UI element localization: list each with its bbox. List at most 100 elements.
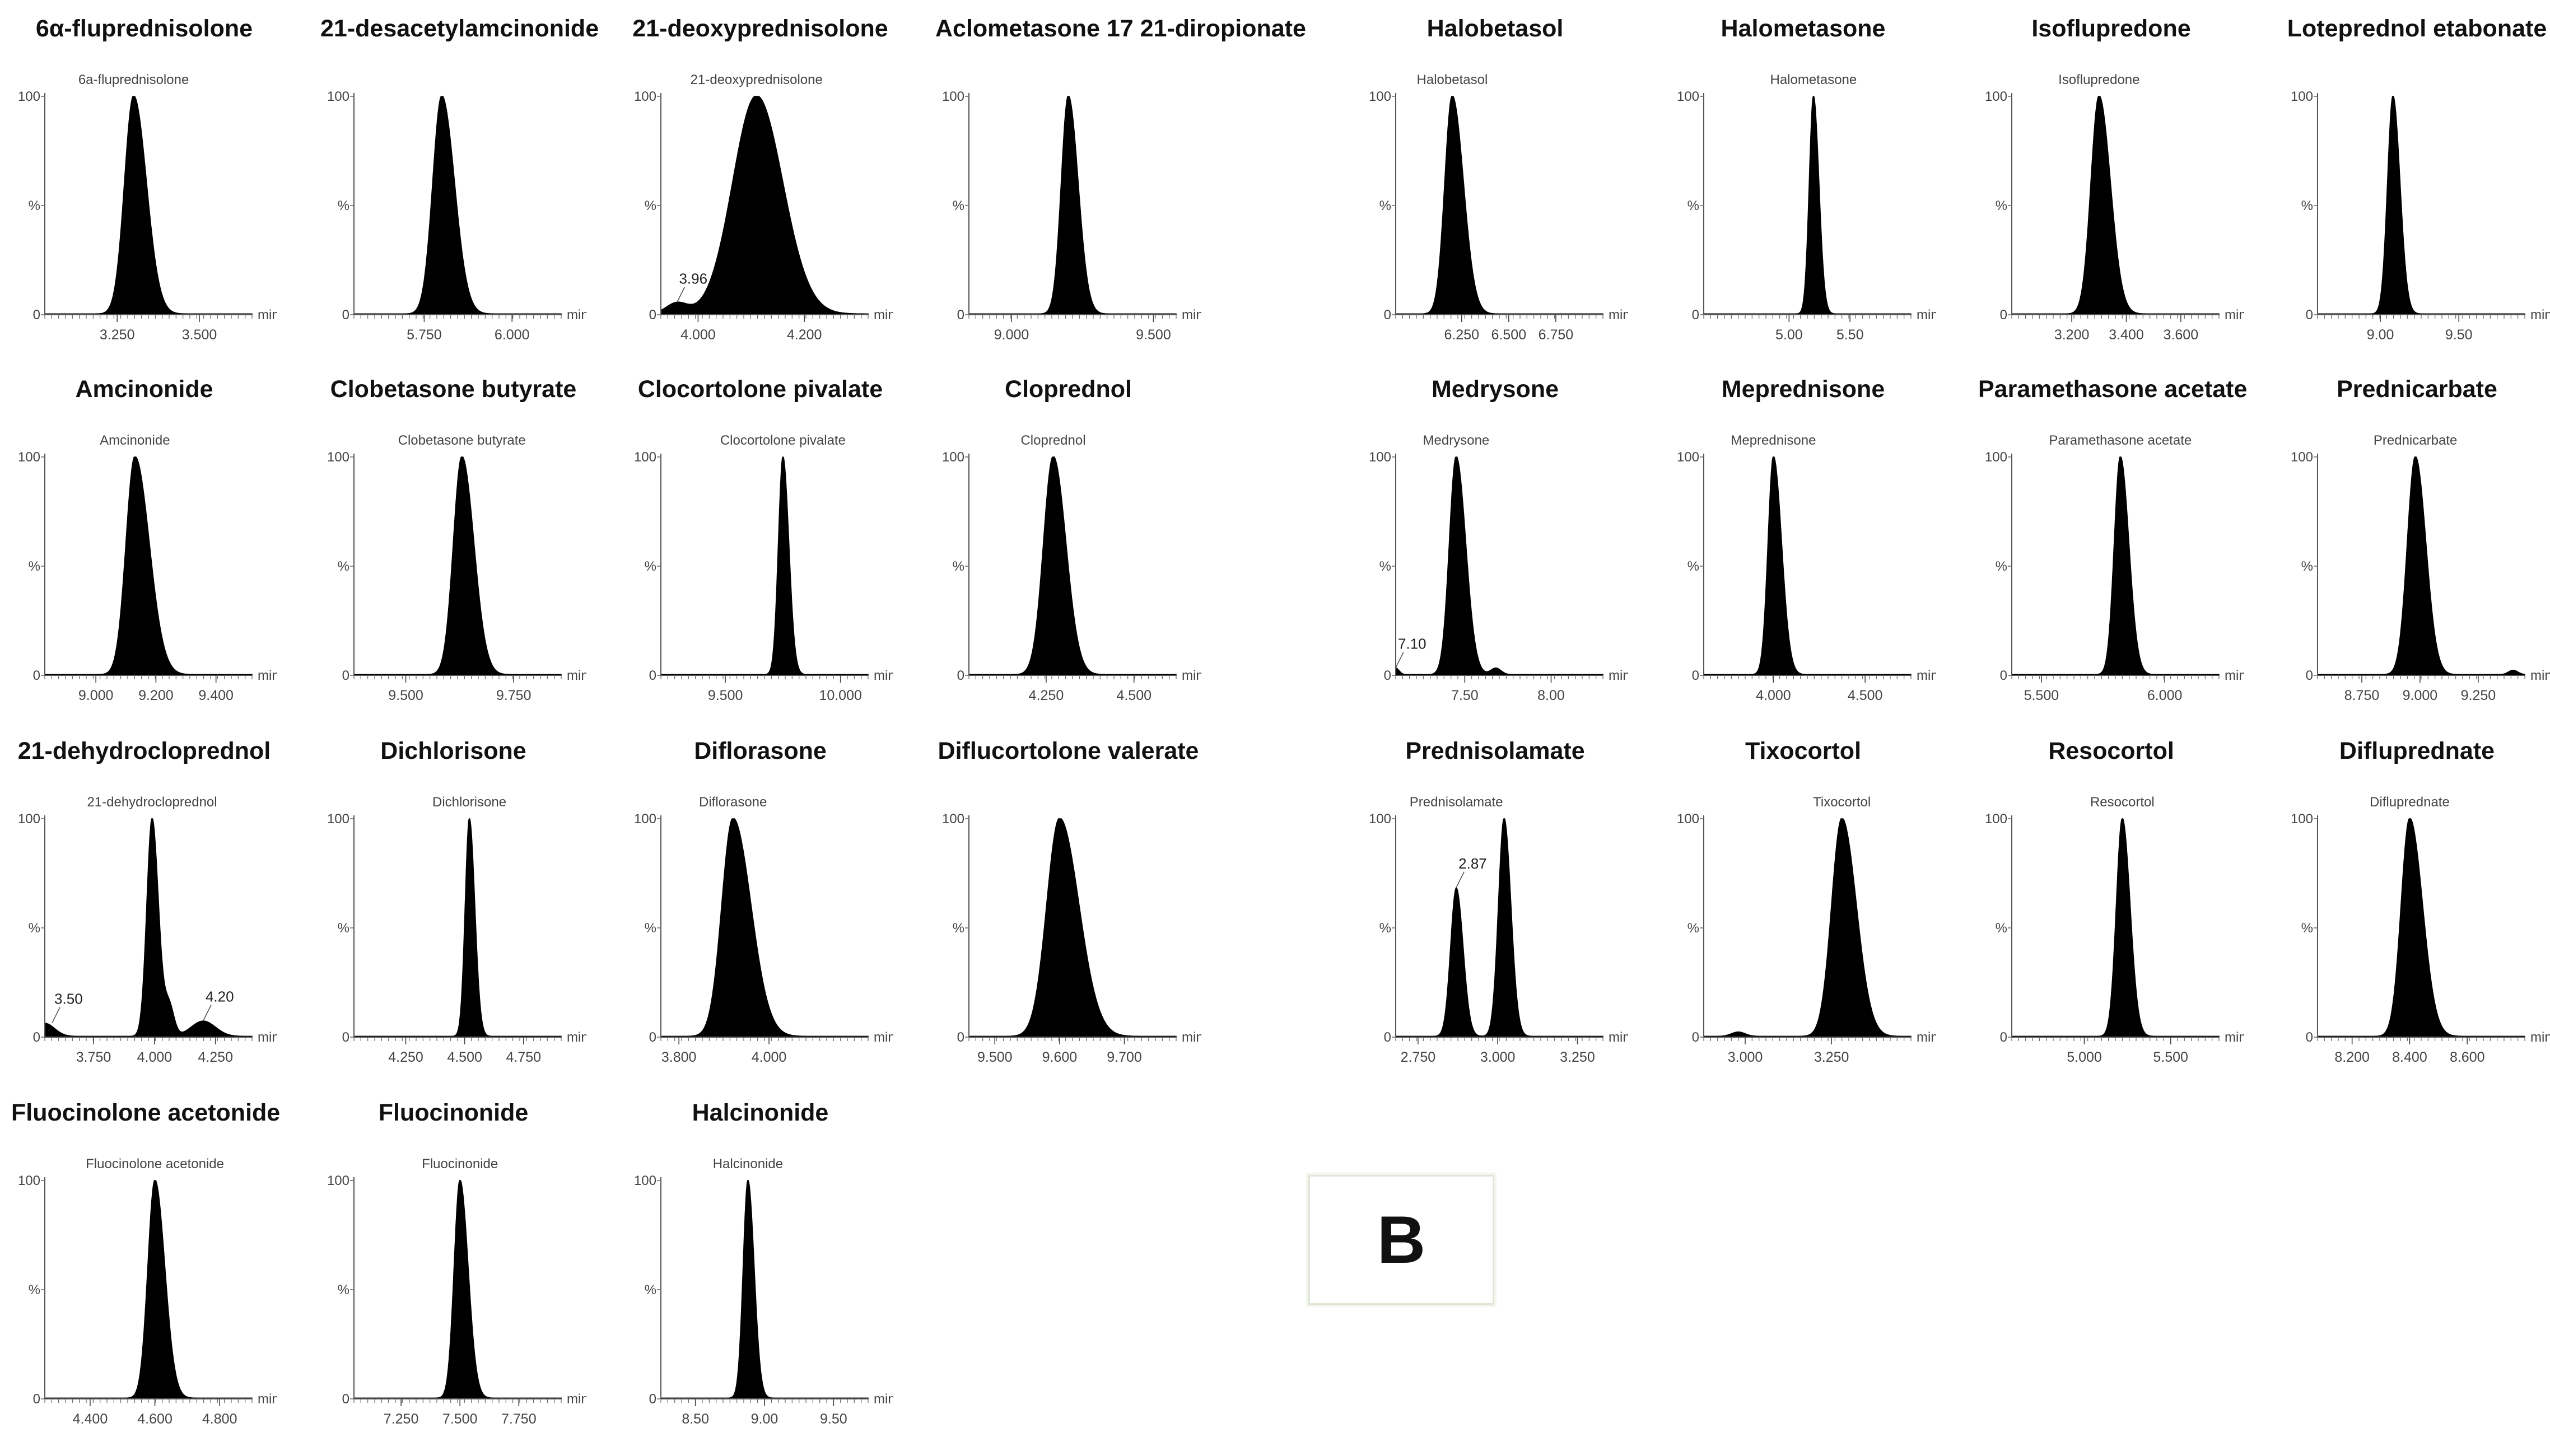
- y-tick-label: 0: [33, 1392, 40, 1407]
- chart-title: Amcinonide: [75, 376, 213, 403]
- chromatogram-plot: 100% 0 3.250 3.500 min 6a-fluprednisolone: [18, 72, 277, 343]
- trace-label: Fluocinonide: [422, 1156, 498, 1172]
- y-tick-label: 0: [2000, 307, 2007, 323]
- x-axis-label: min: [1917, 307, 1936, 323]
- y-axis-label: %: [2301, 559, 2313, 574]
- chart-title: Fluocinonide: [378, 1099, 529, 1126]
- y-axis-label: %: [29, 559, 40, 574]
- chart-title: Aclometasone 17 21-diropionate: [935, 15, 1306, 42]
- peak-annotation: 2.87: [1458, 855, 1487, 872]
- chromatogram-signal: [1703, 456, 1912, 676]
- x-tick-label: 9.00: [751, 1411, 778, 1427]
- trace-label: Amcinonide: [100, 433, 170, 448]
- chart-title: Meprednisone: [1721, 376, 1885, 403]
- y-axis-label: %: [29, 198, 40, 213]
- y-axis-label: %: [953, 198, 964, 213]
- chromatogram-panel-21-dehydroclopred-nol: 21-dehydroclopred­nol 100% 0 3.750 4.000 4.25…: [11, 736, 277, 1094]
- chromatogram-panel-diflorasone: Diflorasone 100% 0 3.800 4.000 min Diflorasone: [627, 736, 893, 1094]
- y-tick-label: 0: [957, 668, 964, 683]
- y-tick-label: 100: [18, 811, 40, 827]
- chromatogram-panel-meprednisone: Meprednisone 100% 0 4.000 4.500 min Mepredniso…: [1670, 374, 1936, 732]
- x-axis-label: min: [2225, 1030, 2244, 1045]
- chromatogram-signal: [2011, 456, 2220, 676]
- chromatogram-plot: 100% 0 8.50 9.00 9.50 min Halcinonide: [634, 1156, 893, 1427]
- chromatogram-signal: [2011, 96, 2220, 315]
- x-tick-label: 4.000: [680, 327, 716, 343]
- y-axis-label: %: [1996, 921, 2007, 936]
- y-tick-label: 0: [1384, 668, 1391, 683]
- y-axis-label: %: [953, 559, 964, 574]
- x-tick-label: 6.000: [2147, 688, 2183, 703]
- chromatogram-panel-clopred-nol: Clopred­nol 100% 0 4.250 4.500 min Cloprednol: [935, 374, 1201, 732]
- chromatogram-panel-fluocinolone-acetonide: Fluocinolone acetonide 100% 0 4.400 4.600 4.8…: [11, 1098, 281, 1456]
- chromatogram-signal: [2317, 818, 2525, 1038]
- x-tick-label: 6.750: [1539, 327, 1574, 343]
- chart-title: Dichlorisone: [380, 738, 526, 764]
- chromatogram-signal: [353, 1180, 562, 1399]
- x-tick-label: 4.500: [1848, 688, 1883, 703]
- y-tick-label: 0: [1384, 1030, 1391, 1045]
- chart-title: Halcinonide: [692, 1099, 829, 1126]
- x-tick-label: 9.00: [2367, 327, 2394, 343]
- chart-title: 6α-fluprednisolone: [35, 15, 253, 42]
- x-tick-label: 3.250: [100, 327, 135, 343]
- chromatogram-panel-diflucortolone-valerate: Diflucortolone valerate 100% 0 9.500 9.600 9.…: [935, 736, 1201, 1094]
- x-tick-label: 9.000: [994, 327, 1029, 343]
- x-axis-label: min: [567, 1392, 586, 1407]
- peak-annotation-leader: [52, 1007, 60, 1023]
- chromatogram-plot: 100% 0 9.000 9.500 min: [942, 89, 1201, 343]
- chromatogram-plot: 100% 0 3.800 4.000 min Diflorasone: [634, 795, 893, 1065]
- chromatogram-signal: [353, 818, 562, 1038]
- x-tick-label: 4.000: [137, 1049, 173, 1065]
- x-axis-label: min: [1182, 1030, 1201, 1045]
- peak-annotation-leader: [1456, 871, 1465, 888]
- chromatogram-signal: [660, 456, 869, 676]
- y-tick-label: 100: [1677, 450, 1699, 465]
- chart-title: Isoflupredone: [2031, 15, 2191, 42]
- chart-title: Fluocinolone acetonide: [11, 1099, 281, 1126]
- chromatogram-plot: 100% 0 8.200 8.400 8.600 min Difluprednate: [2291, 795, 2550, 1065]
- x-tick-label: 9.750: [496, 688, 532, 703]
- chromatogram-plot: 100% 0 5.00 5.50 min Halometasone: [1677, 72, 1936, 343]
- x-tick-label: 3.400: [2109, 327, 2144, 343]
- chromatogram-signal: [1395, 96, 1603, 315]
- x-axis-label: min: [874, 307, 893, 323]
- x-tick-label: 4.750: [506, 1049, 541, 1065]
- chromatogram-signal: [660, 818, 869, 1038]
- x-axis-label: min: [567, 307, 586, 323]
- x-tick-label: 4.200: [787, 327, 822, 343]
- y-tick-label: 0: [2306, 307, 2313, 323]
- x-axis-label: min: [258, 1392, 277, 1407]
- y-tick-label: 100: [1677, 89, 1699, 104]
- y-tick-label: 100: [2291, 89, 2313, 104]
- x-tick-label: 3.200: [2054, 327, 2090, 343]
- chromatogram-panel-amcinonide: Amcinonide 100% 0 9.000 9.200 9.400 min Amcinon…: [11, 374, 277, 732]
- x-axis-label: min: [1917, 668, 1936, 683]
- x-tick-label: 9.500: [1136, 327, 1171, 343]
- y-tick-label: 0: [1692, 1030, 1699, 1045]
- x-tick-label: 5.00: [1775, 327, 1803, 343]
- chromatogram-signal: [2011, 818, 2220, 1038]
- chart-title: Clobetasone butyrate: [330, 376, 577, 403]
- y-axis-label: %: [29, 921, 40, 936]
- x-axis-label: min: [2530, 307, 2550, 323]
- chart-title: Diflorasone: [694, 738, 827, 764]
- x-axis-label: min: [1182, 307, 1201, 323]
- x-tick-label: 8.750: [2344, 688, 2380, 703]
- peak-annotation: 3.96: [679, 270, 707, 287]
- trace-label: Prednicarbate: [2374, 433, 2457, 448]
- x-tick-label: 5.50: [1836, 327, 1864, 343]
- chromatogram-plot: 100% 0 4.250 4.500 min Cloprednol: [942, 433, 1201, 703]
- x-tick-label: 4.800: [202, 1411, 237, 1427]
- x-tick-label: 9.500: [708, 688, 743, 703]
- y-tick-label: 100: [1369, 450, 1391, 465]
- x-tick-label: 4.500: [1116, 688, 1152, 703]
- x-tick-label: 8.200: [2334, 1049, 2370, 1065]
- x-axis-label: min: [567, 1030, 586, 1045]
- chromatogram-panel-difluprednate: Difluprednate 100% 0 8.200 8.400 8.600 min Difl…: [2284, 736, 2550, 1094]
- chromatogram-plot: 100% 0 7.50 8.00 min Medrysone 7.10: [1369, 433, 1628, 703]
- chromatogram-panel-6-fluprednisolone: 6α-fluprednisolone 100% 0 3.250 3.500 min 6a-f…: [11, 13, 277, 372]
- y-axis-label: %: [2301, 921, 2313, 936]
- chromatogram-signal: [1703, 818, 1912, 1038]
- trace-label: Dichlorisone: [432, 795, 506, 810]
